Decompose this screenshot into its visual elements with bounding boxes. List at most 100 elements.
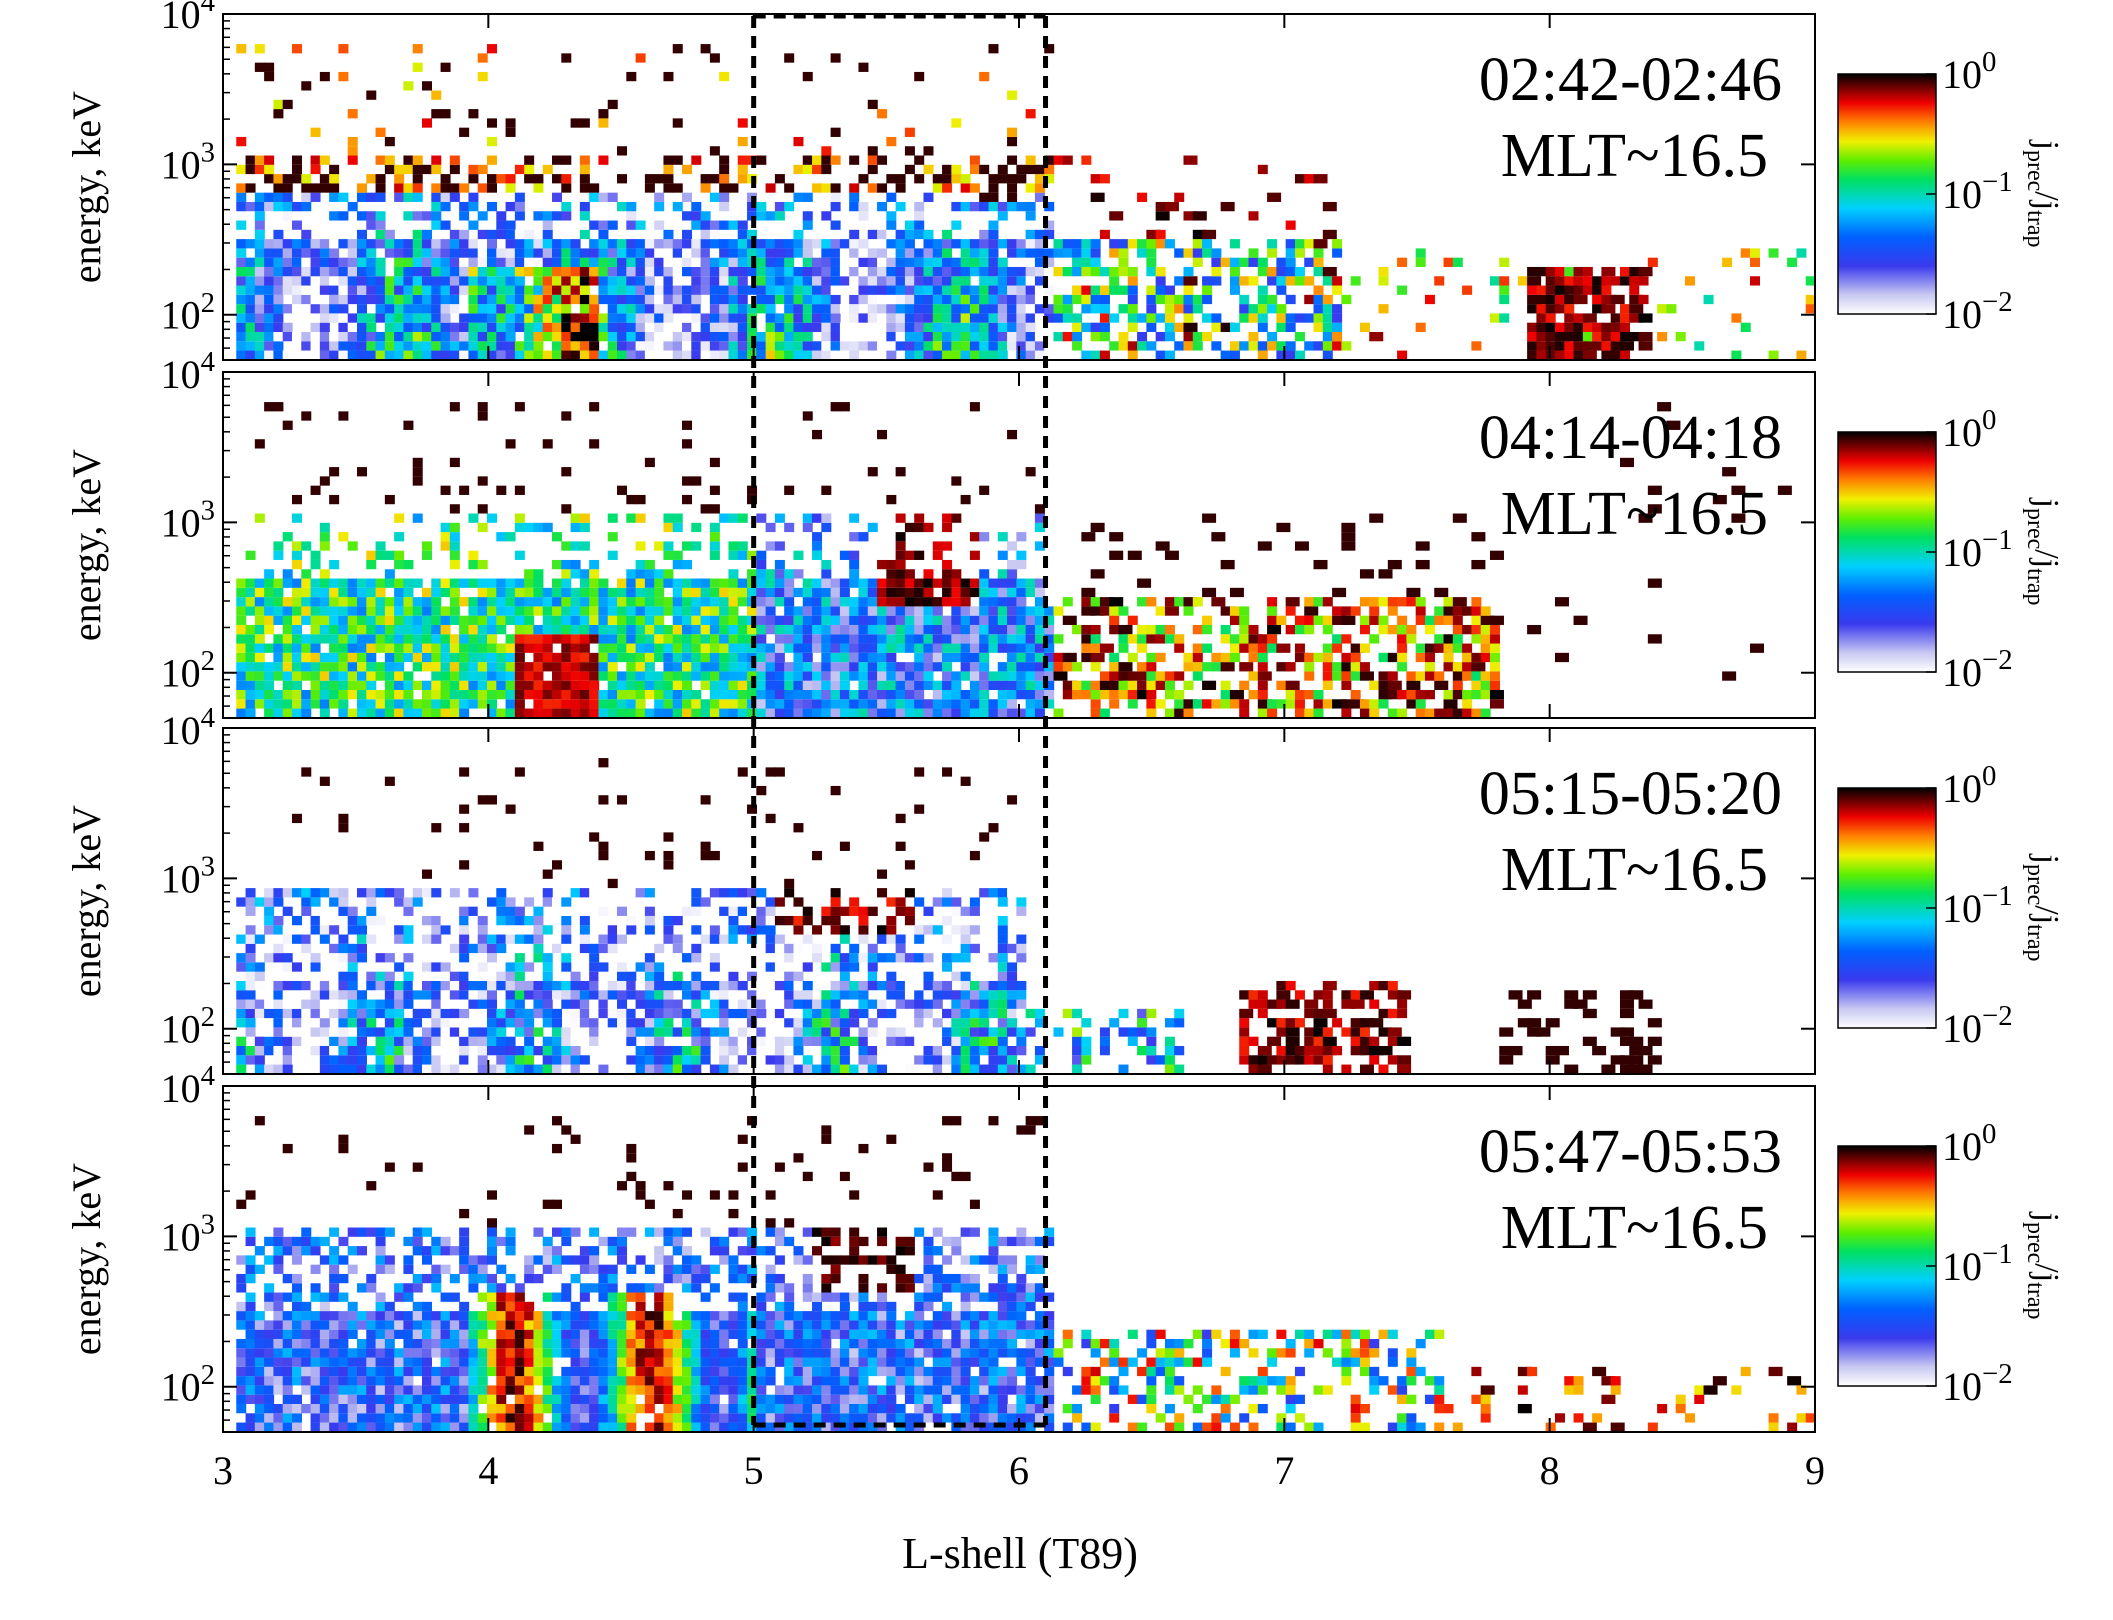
heatmap-cell	[719, 322, 730, 332]
heatmap-cell	[691, 624, 702, 635]
heatmap-cell	[403, 634, 414, 644]
heatmap-cell	[310, 350, 321, 360]
heatmap-cell	[412, 615, 423, 625]
heatmap-cell	[440, 1055, 451, 1065]
heatmap-cell	[459, 1027, 470, 1037]
heatmap-cell	[1220, 652, 1231, 663]
heatmap-cell	[375, 155, 386, 165]
heatmap-cell	[542, 1036, 553, 1046]
heatmap-cell	[1415, 248, 1426, 258]
heatmap-cell	[514, 1008, 525, 1019]
heatmap-cell	[607, 192, 618, 202]
heatmap-cell	[719, 1027, 730, 1037]
heatmap-cell	[682, 313, 693, 323]
heatmap-cell	[1192, 597, 1203, 607]
heatmap-cell	[487, 285, 498, 295]
heatmap-cell	[839, 1045, 850, 1056]
heatmap-cell	[709, 643, 720, 653]
heatmap-cell	[793, 294, 804, 305]
heatmap-cell	[319, 1027, 330, 1037]
heatmap-cell	[496, 680, 507, 690]
heatmap-cell	[747, 990, 758, 1000]
heatmap-cell	[1164, 201, 1179, 212]
heatmap-cell	[468, 680, 479, 690]
heatmap-cell	[273, 266, 284, 277]
heatmap-cell	[403, 420, 414, 430]
heatmap-cell	[273, 276, 284, 286]
heatmap-cell	[561, 671, 572, 681]
heatmap-cell	[236, 634, 247, 644]
heatmap-cell	[347, 689, 358, 700]
heatmap-cell	[1164, 239, 1175, 249]
heatmap-cell	[1053, 671, 1068, 681]
heatmap-cell	[672, 587, 683, 598]
heatmap-cell	[951, 220, 962, 230]
heatmap-cell	[682, 350, 693, 360]
heatmap-cell	[477, 578, 488, 588]
heatmap-cell	[682, 494, 693, 505]
heatmap-cell	[1007, 136, 1018, 147]
heatmap-cell	[784, 1018, 795, 1028]
heatmap-cell	[1164, 671, 1175, 681]
heatmap-cell	[477, 662, 488, 672]
heatmap-cell	[830, 183, 841, 193]
heatmap-cell	[422, 276, 432, 286]
heatmap-cell	[858, 1064, 869, 1074]
heatmap-cell	[682, 439, 693, 449]
heatmap-cell	[1239, 304, 1250, 314]
heatmap-cell	[877, 266, 888, 277]
heatmap-cell	[589, 1064, 600, 1074]
heatmap-cell	[663, 164, 674, 175]
heatmap-cell	[570, 294, 581, 305]
heatmap-cell	[895, 532, 906, 542]
heatmap-cell	[589, 980, 600, 991]
heatmap-cell	[375, 183, 386, 193]
heatmap-cell	[904, 341, 915, 351]
heatmap-cell	[291, 164, 302, 175]
heatmap-cell	[728, 1064, 739, 1074]
heatmap-cell	[384, 248, 395, 258]
heatmap-cell	[1007, 313, 1018, 323]
heatmap-cell	[245, 285, 256, 295]
heatmap-cell	[830, 888, 841, 898]
heatmap-cell	[505, 294, 516, 305]
heatmap-cell	[412, 294, 423, 305]
heatmap-cell	[747, 906, 758, 916]
heatmap-cell	[514, 689, 525, 700]
heatmap-cell	[635, 341, 646, 351]
heatmap-cell	[1109, 276, 1120, 286]
heatmap-cell	[1174, 276, 1185, 286]
heatmap-cell	[895, 201, 906, 212]
heatmap-cell	[301, 597, 312, 607]
heatmap-cell	[319, 1018, 330, 1028]
heatmap-cell	[914, 643, 925, 653]
heatmap-cell	[691, 662, 702, 672]
heatmap-cell	[1554, 350, 1565, 360]
heatmap-cell	[579, 689, 590, 700]
heatmap-cell	[821, 1027, 832, 1037]
heatmap-cell	[505, 532, 516, 542]
heatmap-cell	[784, 888, 795, 898]
heatmap-cell	[1229, 350, 1240, 360]
heatmap-cell	[329, 494, 340, 505]
heatmap-cell	[375, 1055, 386, 1065]
heatmap-cell	[617, 795, 628, 805]
heatmap-cell	[654, 708, 665, 718]
heatmap-cell	[923, 587, 934, 598]
heatmap-cell	[598, 643, 609, 653]
heatmap-cell	[319, 266, 330, 277]
heatmap-cell	[431, 341, 442, 351]
heatmap-cell	[356, 606, 367, 616]
heatmap-cell	[347, 136, 358, 147]
heatmap-cell	[932, 541, 943, 551]
heatmap-cell	[1313, 615, 1324, 625]
heatmap-cell	[1109, 699, 1120, 709]
heatmap-cell	[505, 341, 516, 351]
heatmap-cell	[505, 643, 516, 653]
heatmap-cell	[1257, 257, 1268, 267]
heatmap-cell	[951, 201, 962, 212]
heatmap-cell	[1053, 266, 1064, 277]
heatmap-cell	[737, 934, 748, 944]
heatmap-cell	[245, 155, 256, 165]
heatmap-cell	[719, 597, 730, 607]
